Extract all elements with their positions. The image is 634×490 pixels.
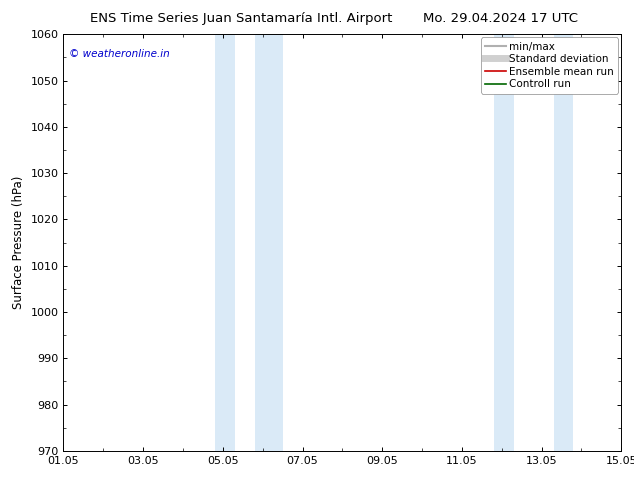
Text: Mo. 29.04.2024 17 UTC: Mo. 29.04.2024 17 UTC <box>424 12 578 25</box>
Y-axis label: Surface Pressure (hPa): Surface Pressure (hPa) <box>12 176 25 309</box>
Bar <box>215 34 235 451</box>
Text: ENS Time Series Juan Santamaría Intl. Airport: ENS Time Series Juan Santamaría Intl. Ai… <box>90 12 392 25</box>
Bar <box>553 34 574 451</box>
Bar <box>255 34 283 451</box>
Legend: min/max, Standard deviation, Ensemble mean run, Controll run: min/max, Standard deviation, Ensemble me… <box>481 37 618 94</box>
Bar <box>494 34 514 451</box>
Text: © weatheronline.in: © weatheronline.in <box>69 49 170 59</box>
